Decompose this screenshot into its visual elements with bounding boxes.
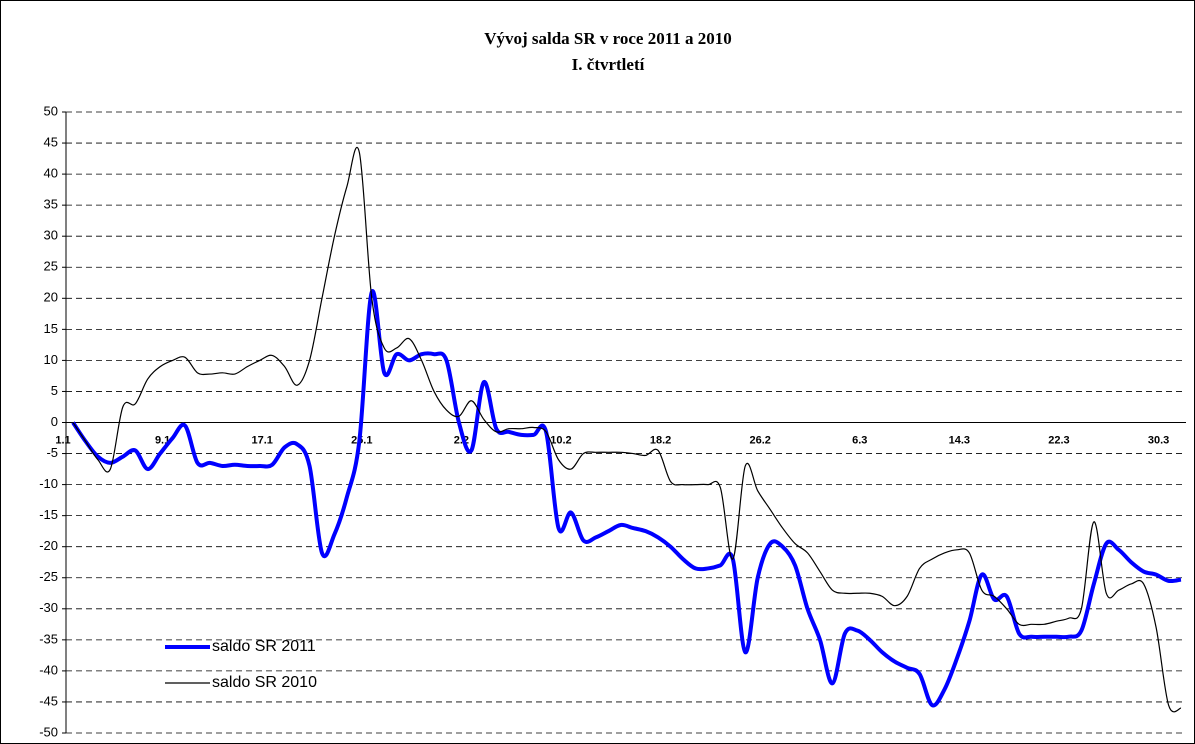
legend-label: saldo SR 2010 [212,674,317,691]
y-tick-label: -50 [39,724,58,739]
x-tick-label: 26.2 [749,434,770,446]
x-tick-label: 22.3 [1048,434,1069,446]
x-tick-label: 17.1 [251,434,272,446]
y-tick-label: -25 [39,569,58,584]
legend-label: saldo SR 2011 [212,638,316,655]
chart-title: Vývoj salda SR v roce 2011 a 2010 [484,29,732,48]
y-tick-label: 30 [44,228,58,243]
x-tick-label: 25.1 [351,434,372,446]
y-tick-label: 35 [44,197,58,212]
y-tick-label: -5 [46,445,58,460]
chart-subtitle: I. čtvrtletí [572,55,645,74]
y-tick-label: -40 [39,662,58,677]
y-tick-label: -10 [39,476,58,491]
series-line [71,289,1182,708]
y-tick-label: 0 [51,414,58,429]
y-tick-label: 25 [44,259,58,274]
x-tick-label: 18.2 [650,434,671,446]
x-tick-label: 30.3 [1148,434,1169,446]
x-tick-label: 14.3 [949,434,970,446]
y-tick-label: 50 [44,103,58,118]
y-tick-label: 20 [44,290,58,305]
y-tick-label: -20 [39,538,58,553]
y-tick-label: -35 [39,631,58,646]
y-tick-label: -45 [39,693,58,708]
y-tick-label: 5 [51,383,58,398]
x-tick-label: 10.2 [550,434,571,446]
y-tick-label: 15 [44,321,58,336]
y-tick-label: 45 [44,134,58,149]
series-line [72,146,1182,713]
x-tick-label: 6.3 [852,434,867,446]
y-tick-label: -15 [39,507,58,522]
y-tick-label: 40 [44,166,58,181]
x-tick-label: 1.1 [55,434,70,446]
y-tick-label: -30 [39,600,58,615]
y-tick-label: 10 [44,352,58,367]
